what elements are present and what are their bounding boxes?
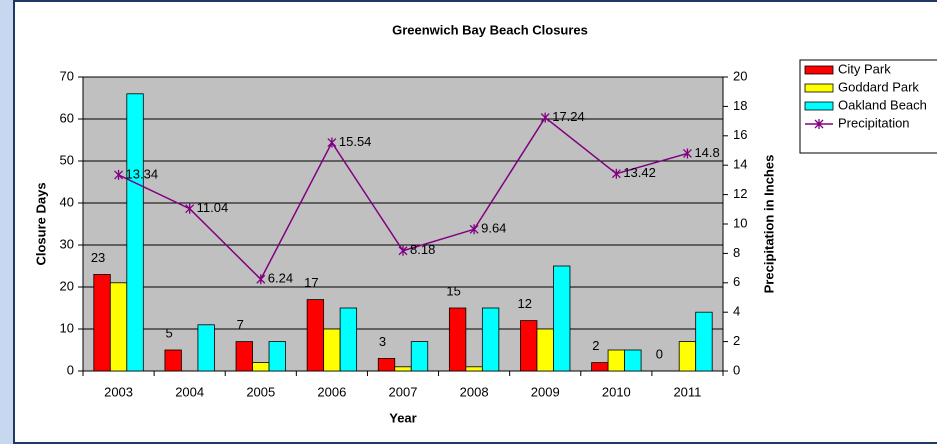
bar	[164, 349, 182, 372]
bar	[268, 341, 286, 372]
data-label: 5	[166, 325, 173, 340]
bar	[553, 265, 571, 372]
bar	[481, 307, 500, 372]
bar	[93, 273, 111, 372]
bar	[410, 341, 429, 372]
bar	[394, 366, 412, 372]
line-marker	[398, 245, 408, 256]
data-label: 17	[304, 275, 318, 290]
y2-tick-label: 18	[733, 98, 747, 113]
x-tick-label: 2005	[246, 384, 275, 399]
bar	[678, 341, 697, 372]
y-tick-label: 10	[60, 320, 74, 335]
line-marker	[540, 112, 550, 123]
bar	[339, 307, 358, 372]
bar	[448, 307, 467, 372]
data-label: 15	[446, 283, 460, 298]
data-label: 3	[379, 334, 386, 349]
bar	[306, 299, 325, 372]
data-label: 15.54	[339, 134, 372, 149]
x-tick-label: 2010	[602, 384, 631, 399]
legend-label: City Park	[838, 61, 891, 76]
line-marker	[185, 203, 195, 214]
line-marker	[469, 224, 479, 235]
data-label: 23	[91, 250, 105, 265]
chart-title: Greenwich Bay Beach Closures	[392, 22, 588, 37]
legend-marker	[814, 119, 824, 129]
y2-tick-label: 20	[733, 68, 747, 83]
data-label: 13.34	[126, 166, 159, 181]
y2-tick-label: 8	[733, 245, 740, 260]
x-tick-label: 2009	[531, 384, 560, 399]
y2-tick-label: 14	[733, 157, 747, 172]
data-label: 7	[237, 317, 244, 332]
y-tick-label: 70	[60, 68, 74, 83]
bar	[235, 341, 253, 372]
data-label: 2	[592, 338, 599, 353]
data-label: 0	[656, 346, 663, 361]
line-marker	[611, 168, 621, 179]
x-axis-label: Year	[389, 410, 416, 425]
bar	[109, 282, 128, 372]
bar	[536, 328, 554, 372]
y2-tick-label: 16	[733, 127, 747, 142]
legend-swatch	[804, 83, 834, 93]
data-label: 8.18	[410, 242, 435, 257]
y-tick-label: 20	[60, 278, 74, 293]
x-tick-label: 2007	[389, 384, 418, 399]
bar	[377, 357, 396, 372]
bar	[126, 93, 144, 372]
x-tick-label: 2006	[317, 384, 346, 399]
bar	[624, 349, 642, 372]
bar	[591, 362, 609, 372]
plot-area	[82, 76, 724, 372]
y-axis-label: Closure Days	[33, 182, 48, 265]
y2-axis-label: Precipitation in Inches	[761, 155, 776, 294]
line-marker	[327, 137, 337, 148]
line-marker	[114, 169, 124, 180]
data-label: 11.04	[197, 200, 229, 215]
x-tick-label: 2011	[673, 384, 701, 399]
bar	[197, 324, 215, 372]
y-tick-label: 40	[60, 194, 74, 209]
y2-tick-label: 4	[733, 304, 740, 319]
y2-tick-label: 0	[733, 362, 740, 377]
x-tick-label: 2004	[175, 384, 204, 399]
legend-label: Oakland Beach	[838, 97, 927, 112]
bar	[520, 320, 538, 372]
y2-tick-label: 10	[733, 215, 747, 230]
bar	[465, 366, 483, 372]
x-tick-label: 2003	[104, 384, 133, 399]
data-label: 14.8	[694, 145, 719, 160]
x-tick-label: 2008	[460, 384, 489, 399]
legend-swatch	[804, 65, 834, 75]
data-label: 6.24	[268, 271, 293, 286]
y2-tick-label: 2	[733, 333, 740, 348]
y-tick-label: 50	[60, 152, 74, 167]
y2-tick-label: 12	[733, 186, 747, 201]
data-label: 17.24	[552, 109, 585, 124]
data-label: 12	[517, 296, 531, 311]
data-label: 13.42	[623, 165, 656, 180]
bar	[695, 311, 713, 372]
y-tick-label: 0	[67, 362, 74, 377]
bar	[323, 328, 341, 372]
data-label: 9.64	[481, 221, 506, 236]
line-marker	[256, 274, 266, 285]
legend-swatch	[804, 101, 834, 111]
legend-label: Goddard Park	[838, 79, 919, 94]
y-tick-label: 30	[60, 236, 74, 251]
bar	[252, 362, 270, 372]
y2-tick-label: 6	[733, 274, 740, 289]
line-marker	[682, 148, 692, 159]
legend-label: Precipitation	[838, 115, 910, 130]
bar	[607, 349, 625, 372]
y-tick-label: 60	[60, 110, 74, 125]
